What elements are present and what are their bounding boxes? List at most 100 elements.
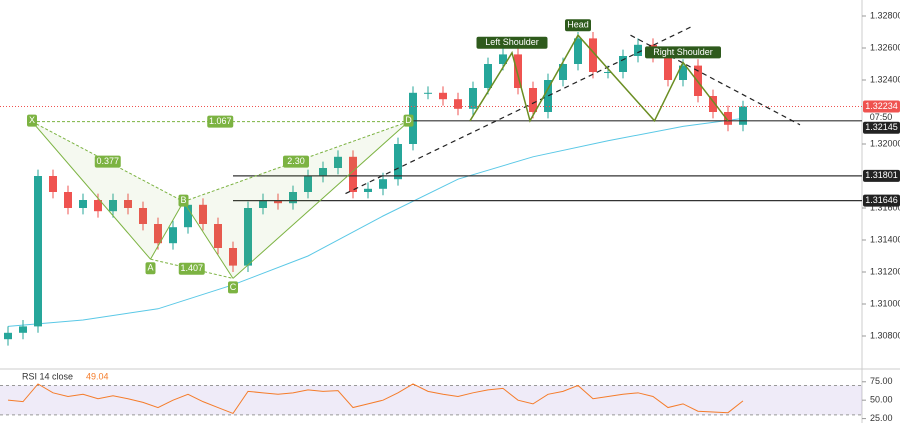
candle-body — [124, 200, 132, 208]
candle-body — [394, 144, 402, 180]
y-tick-label: 1.32600 — [870, 42, 900, 52]
candle-body — [64, 192, 72, 208]
last-price-label: 1.32234 — [865, 101, 898, 111]
candle-body — [439, 92, 447, 100]
candle-body — [184, 204, 192, 228]
pattern-label-box — [645, 46, 721, 59]
y-tick-label: 1.31200 — [870, 266, 900, 276]
candle-body — [454, 99, 462, 109]
candle-body — [214, 224, 222, 248]
harmonic-ratio-box — [207, 115, 234, 128]
trend-line — [345, 26, 691, 195]
harmonic-leg — [183, 201, 234, 279]
level-label-box — [863, 169, 900, 182]
candle-body — [484, 64, 492, 88]
candle-body — [709, 96, 717, 112]
candle-body — [244, 208, 252, 266]
harmonic-leg — [31, 121, 151, 260]
y-tick-label: 1.30800 — [870, 330, 900, 340]
rsi-title: RSI 14 close — [22, 371, 73, 381]
pattern-label-box — [476, 36, 548, 49]
harmonic-point-label: D — [405, 115, 412, 125]
harmonic-point-label-box — [228, 281, 238, 294]
candle-body — [79, 200, 87, 208]
candle-body — [544, 80, 552, 112]
candle-body — [34, 176, 42, 327]
harmonic-fill — [32, 121, 184, 260]
level-label-box — [863, 121, 900, 134]
candle-body — [499, 54, 507, 64]
pattern-label: Right Shoulder — [653, 47, 713, 57]
candle-body — [49, 176, 57, 192]
candle-body — [169, 227, 177, 244]
candle-body — [259, 200, 267, 208]
moving-average — [7, 117, 744, 327]
harmonic-ratio-box — [94, 155, 121, 168]
harmonic-leg — [232, 121, 409, 279]
level-label-box — [863, 194, 900, 207]
level-label: 1.31646 — [865, 195, 898, 205]
y-tick-label: 1.32000 — [870, 138, 900, 148]
harmonic-ratio: 2.30 — [287, 156, 305, 166]
harmonic-point-label: A — [147, 263, 153, 273]
harmonic-ratio-box — [178, 262, 205, 275]
candle-body — [94, 200, 102, 212]
rsi-value: 49.04 — [86, 371, 109, 381]
head-and-shoulders — [469, 33, 729, 123]
rsi-tick-label: 75.00 — [870, 376, 893, 386]
candle-body — [379, 179, 387, 189]
harmonic-point-label: C — [230, 282, 237, 292]
candle-body — [319, 168, 327, 176]
pattern-label: Head — [567, 20, 589, 30]
candle-body — [139, 208, 147, 224]
y-tick-label: 1.32400 — [870, 74, 900, 84]
candle-body — [109, 200, 117, 212]
candle-body — [19, 326, 27, 333]
candle-body — [229, 248, 237, 266]
harmonic-point-label: B — [180, 195, 186, 205]
pattern-label-box — [565, 19, 591, 32]
rsi-tick-label: 25.00 — [870, 413, 893, 423]
level-label: 1.31801 — [865, 170, 898, 180]
candle-body — [334, 156, 342, 168]
candle-body — [289, 192, 297, 204]
harmonic-ratio: 1.067 — [209, 116, 232, 126]
candle-body — [304, 176, 312, 192]
harmonic-point-label: X — [29, 115, 35, 125]
pattern-label: Left Shoulder — [485, 37, 539, 47]
candle-body — [4, 332, 12, 340]
harmonic-ratio-box — [283, 155, 309, 168]
candle-body — [739, 106, 747, 125]
y-tick-label: 1.31000 — [870, 298, 900, 308]
candle-body — [664, 56, 672, 80]
harmonic-leg — [150, 201, 184, 260]
harmonic-point-label-box — [403, 114, 414, 127]
level-label: 1.32145 — [865, 122, 898, 132]
harmonic-ratio: 0.377 — [96, 156, 119, 166]
rsi-tick-label: 50.00 — [870, 395, 893, 405]
candle-body — [634, 44, 642, 56]
candle-body — [529, 88, 537, 112]
candle-body — [589, 38, 597, 72]
countdown: 07:50 — [870, 112, 893, 122]
candle-body — [514, 54, 522, 88]
rsi-line — [7, 383, 744, 415]
y-tick-label: 1.31400 — [870, 234, 900, 244]
candle-body — [574, 38, 582, 64]
candle-body — [679, 65, 687, 80]
candle-body — [364, 188, 372, 192]
y-tick-label: 1.31600 — [870, 202, 900, 212]
candle-body — [154, 224, 162, 244]
harmonic-ratio: 1.407 — [180, 263, 203, 273]
harmonic-point-label-box — [178, 194, 189, 207]
candle-body — [619, 56, 627, 72]
candle-body — [274, 200, 282, 204]
candle-body — [604, 72, 612, 73]
candle-body — [559, 64, 567, 80]
y-tick-label: 1.32800 — [870, 10, 900, 20]
harmonic-fill — [183, 121, 409, 279]
last-price-label-box — [863, 100, 900, 113]
candle-body — [349, 156, 357, 192]
